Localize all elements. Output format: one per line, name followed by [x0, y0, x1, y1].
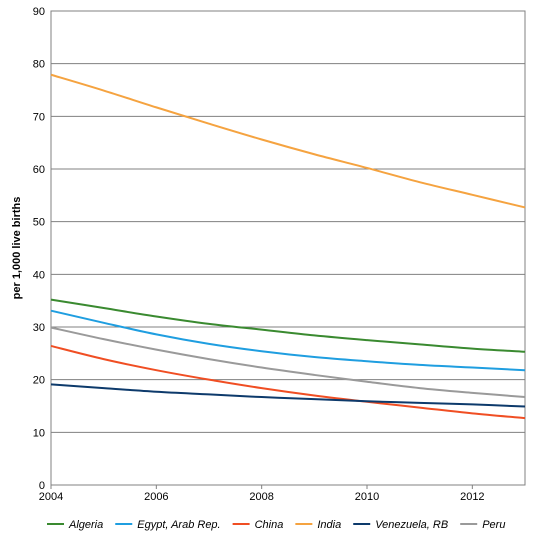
- legend-label-venezuela-rb: Venezuela, RB: [375, 519, 448, 531]
- legend-label-peru: Peru: [482, 519, 505, 531]
- y-tick-label: 60: [33, 164, 45, 176]
- y-tick-label: 70: [33, 111, 45, 123]
- x-tick-label: 2008: [249, 491, 273, 503]
- x-tick-label: 2004: [39, 491, 63, 503]
- grid-lines: [51, 10, 525, 486]
- series-line-india: [50, 73, 526, 209]
- y-axis-ticks: 0 10 20 30 40 50 60 70 80 90: [33, 6, 45, 492]
- x-tick-label: 2006: [144, 491, 168, 503]
- y-axis-label: per 1,000 live births: [11, 197, 23, 300]
- series-line-algeria: [50, 298, 526, 353]
- x-axis-ticks: 2004 2006 2008 2010 2012: [39, 485, 485, 503]
- legend-label-algeria: Algeria: [68, 519, 103, 531]
- series-line-china: [50, 344, 526, 420]
- y-tick-label: 50: [33, 217, 45, 229]
- y-tick-label: 20: [33, 375, 45, 387]
- y-tick-label: 80: [33, 59, 45, 71]
- series-line-peru: [50, 326, 526, 399]
- x-tick-label: 2012: [460, 491, 484, 503]
- x-tick-label: 2010: [355, 491, 379, 503]
- y-tick-label: 10: [33, 427, 45, 439]
- legend: Algeria Egypt, Arab Rep. China India Venezue…: [47, 519, 505, 531]
- plot-area: [50, 10, 526, 486]
- series-line-egypt-arab-rep: [50, 309, 526, 372]
- legend-label-egypt-arab-rep: Egypt, Arab Rep.: [137, 519, 220, 531]
- y-tick-label: 30: [33, 322, 45, 334]
- series-lines: [50, 73, 526, 420]
- y-tick-label: 0: [39, 480, 45, 492]
- legend-label-china: China: [255, 519, 284, 531]
- y-tick-label: 90: [33, 6, 45, 18]
- legend-label-india: India: [317, 519, 341, 531]
- y-tick-label: 40: [33, 269, 45, 281]
- series-line-venezuela-rb: [50, 383, 526, 408]
